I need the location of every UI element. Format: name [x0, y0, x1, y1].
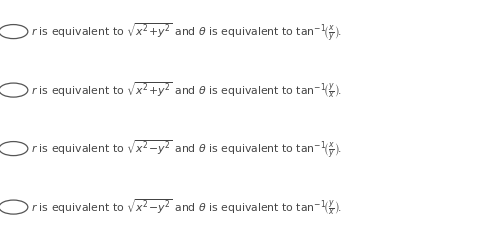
Text: $r$ is equivalent to $\sqrt{x^2\!+\!y^2}$ and $\theta$ is equivalent to $\mathrm: $r$ is equivalent to $\sqrt{x^2\!+\!y^2}…	[31, 21, 342, 43]
Text: $r$ is equivalent to $\sqrt{x^2\!-\!y^2}$ and $\theta$ is equivalent to $\mathrm: $r$ is equivalent to $\sqrt{x^2\!-\!y^2}…	[31, 138, 342, 160]
Text: $r$ is equivalent to $\sqrt{x^2\!-\!y^2}$ and $\theta$ is equivalent to $\mathrm: $r$ is equivalent to $\sqrt{x^2\!-\!y^2}…	[31, 197, 342, 217]
Text: $r$ is equivalent to $\sqrt{x^2\!+\!y^2}$ and $\theta$ is equivalent to $\mathrm: $r$ is equivalent to $\sqrt{x^2\!+\!y^2}…	[31, 80, 342, 100]
